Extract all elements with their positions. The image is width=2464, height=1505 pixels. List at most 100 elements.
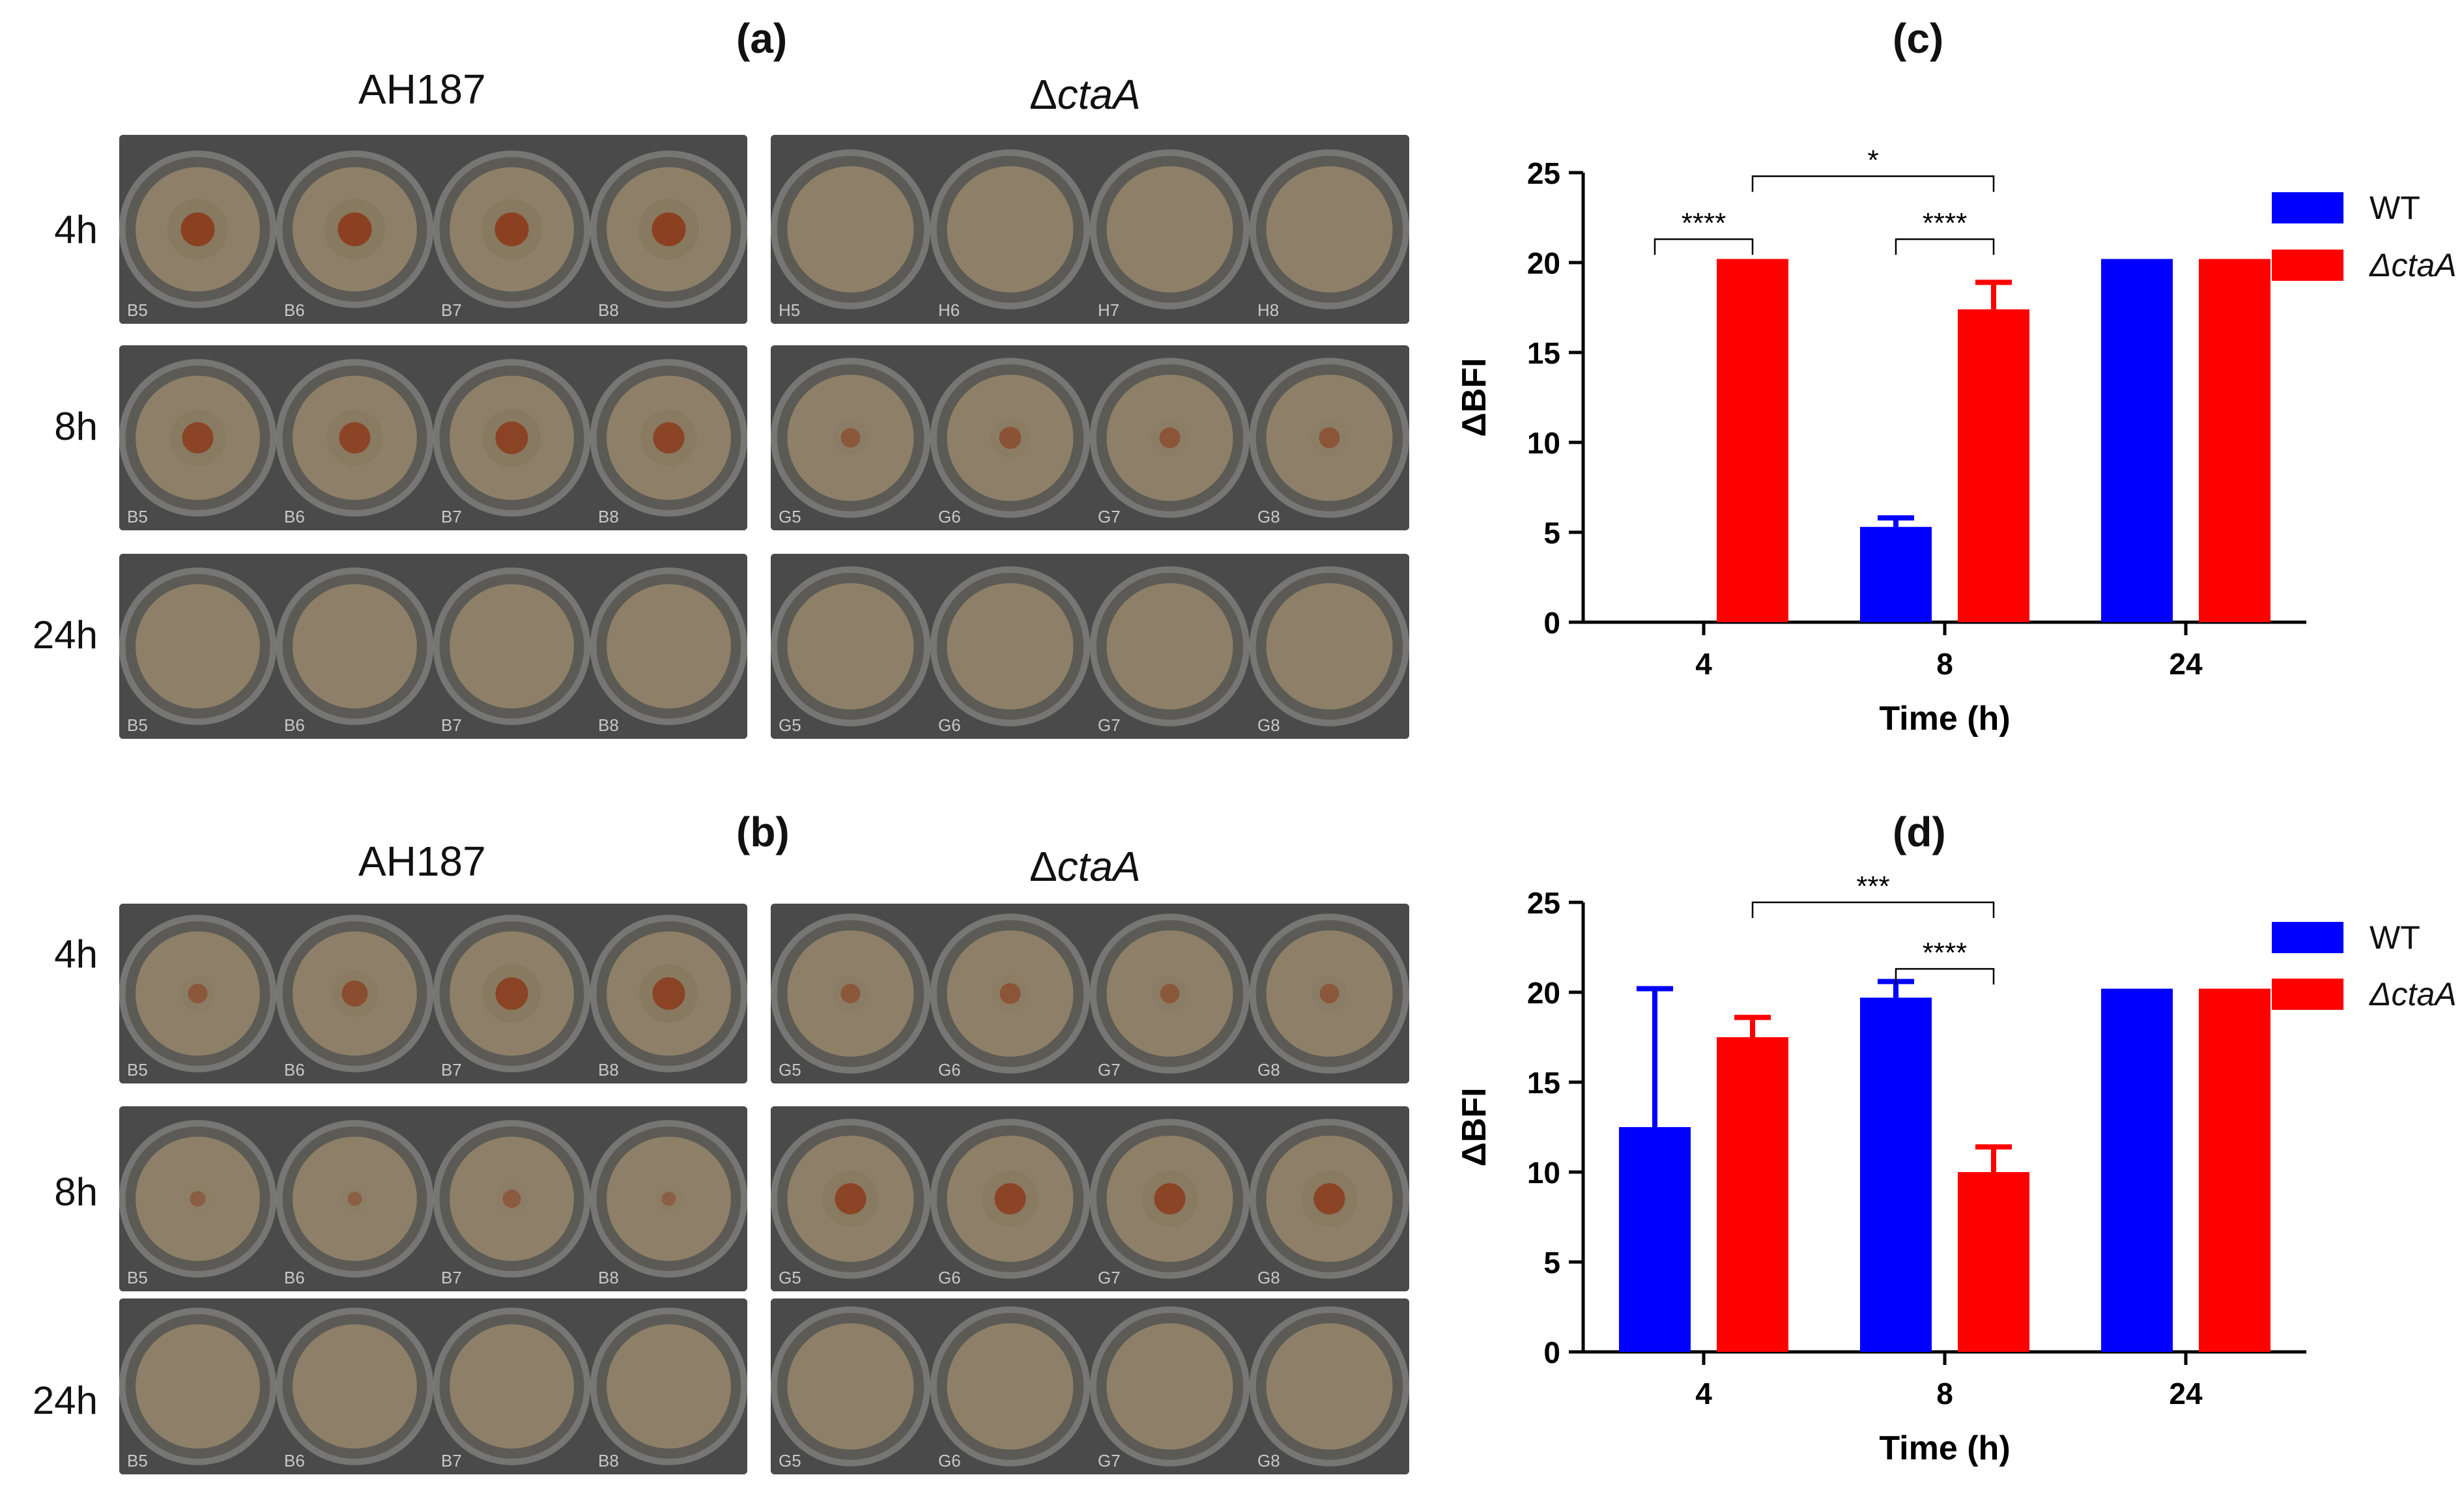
legend-d-wt: WT [2272, 919, 2420, 956]
well-medium [787, 1323, 914, 1450]
legend-label-wt: WT [2370, 919, 2420, 956]
well-label: B7 [441, 507, 462, 526]
well-label: B5 [127, 300, 148, 320]
plate-a-wt-4h: B5 B6 B7 B8 [119, 135, 747, 324]
bar-mutant [1717, 1037, 1788, 1352]
legend-swatch-mutant [2272, 979, 2343, 1010]
colony-spot [840, 428, 861, 448]
colony-spot [1313, 1183, 1345, 1214]
well-label: H8 [1257, 300, 1279, 320]
x-tick-label: 8 [1936, 1377, 1953, 1411]
time-label-b-4h: 4h [54, 932, 98, 976]
time-label-a-4h: 4h [54, 208, 98, 251]
well-label: G6 [938, 1268, 961, 1287]
colony-halo [183, 1184, 212, 1213]
well-medium [450, 584, 574, 709]
well-label: B8 [598, 715, 619, 735]
y-tick-label: 5 [1543, 516, 1560, 550]
colony-spot [502, 1190, 521, 1208]
colony-spot [835, 1183, 867, 1214]
well-label: B6 [284, 1451, 305, 1470]
well-label: G8 [1257, 715, 1280, 735]
legend-swatch-wt [2272, 192, 2343, 223]
significance-label: * [1867, 145, 1878, 177]
colony-spot [652, 977, 685, 1010]
x-tick-label: 4 [1695, 647, 1712, 681]
plate-a-mutant-8h: G5 G6 G7 G8 [771, 345, 1409, 530]
well-label: B6 [284, 507, 305, 526]
bar-wt [1860, 526, 1932, 622]
legend-label-mutant: ΔctaA [2370, 976, 2457, 1012]
colony-spot [1319, 427, 1340, 448]
well-label: G8 [1257, 507, 1280, 526]
well-label: B5 [127, 1060, 148, 1080]
well-medium [293, 584, 417, 709]
well-label: B7 [441, 1268, 462, 1287]
well-medium [1106, 166, 1233, 293]
colony-spot [661, 1192, 676, 1206]
well-label: B5 [127, 715, 148, 735]
bar-mutant [2199, 259, 2271, 622]
plate-b-mutant-24h: G5 G6 G7 G8 [771, 1298, 1409, 1474]
colony-spot [182, 422, 214, 453]
well-label: B8 [598, 1060, 619, 1080]
time-label-b-24h: 24h [32, 1379, 98, 1422]
well-label: B6 [284, 300, 305, 320]
well-label: H5 [779, 300, 800, 320]
well-medium [293, 1324, 417, 1449]
colony-spot [1160, 984, 1180, 1003]
colony-spot [339, 422, 371, 453]
y-tick-label: 5 [1543, 1246, 1560, 1280]
plate-b-wt-24h: B5 B6 B7 B8 [119, 1298, 747, 1474]
well-label: G5 [779, 1268, 801, 1287]
well-label: G8 [1257, 1060, 1280, 1080]
y-tick-label: 10 [1527, 1156, 1560, 1190]
strain-mutant-prefix: Δ [1029, 71, 1057, 118]
colony-halo [341, 1186, 368, 1212]
y-tick-label: 0 [1543, 1336, 1560, 1369]
strain-header-wt-b: AH187 [358, 838, 486, 885]
well-medium [607, 584, 731, 709]
significance-bracket [1895, 968, 1995, 985]
well-label: G8 [1257, 1268, 1280, 1287]
time-label-b-8h: 8h [54, 1170, 98, 1214]
plate-b-mutant-8h: G5 G6 G7 G8 [771, 1106, 1409, 1291]
well-medium [607, 1324, 731, 1449]
bar-wt [1860, 997, 1932, 1352]
y-tick-label: 0 [1543, 606, 1560, 640]
well-label: B7 [441, 1060, 462, 1080]
plate-a-mutant-24h: G5 G6 G7 G8 [771, 554, 1409, 739]
well-label: G7 [1098, 1451, 1121, 1470]
colony-spot [994, 1183, 1026, 1214]
well-label: B6 [284, 1268, 305, 1287]
panel-label-d: (d) [1893, 809, 1946, 855]
well-medium [136, 1136, 260, 1261]
well-label: B5 [127, 1451, 148, 1470]
well-medium [450, 1324, 574, 1449]
colony-spot [495, 422, 528, 454]
colony-halo [655, 1186, 682, 1212]
strain-header-wt-a: AH187 [358, 66, 486, 113]
y-tick-label: 20 [1527, 976, 1560, 1010]
well-medium [293, 1136, 417, 1261]
x-tick-label: 8 [1936, 647, 1953, 681]
significance-bracket [1654, 238, 1754, 255]
colony-spot [1319, 984, 1339, 1003]
well-label: B5 [127, 507, 148, 526]
well-label: G5 [779, 507, 801, 526]
well-medium [1266, 166, 1393, 293]
well-label: G8 [1257, 1451, 1280, 1470]
significance-bracket [1751, 175, 1995, 192]
plate-b-mutant-4h: G5 G6 G7 G8 [771, 904, 1409, 1083]
colony-spot [999, 983, 1021, 1004]
bar-mutant [1958, 1172, 2029, 1352]
legend-d-mutant: ΔctaA [2272, 975, 2457, 1013]
colony-spot [653, 422, 685, 453]
bar-mutant [1717, 259, 1788, 622]
well-label: G7 [1098, 1060, 1121, 1080]
well-label: G6 [938, 1451, 961, 1470]
bar-mutant [2199, 988, 2271, 1352]
well-label: B8 [598, 1268, 619, 1287]
well-medium [947, 166, 1074, 293]
legend-c-mutant: ΔctaA [2272, 246, 2457, 284]
